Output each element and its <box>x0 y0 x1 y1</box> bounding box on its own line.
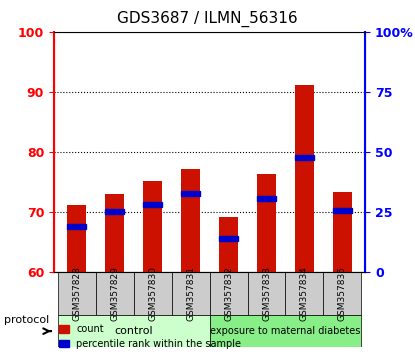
Text: GDS3687 / ILMN_56316: GDS3687 / ILMN_56316 <box>117 11 298 27</box>
FancyBboxPatch shape <box>58 315 210 347</box>
Text: GSM357829: GSM357829 <box>110 266 119 321</box>
Legend: count, percentile rank within the sample: count, percentile rank within the sample <box>59 324 241 349</box>
FancyBboxPatch shape <box>58 272 96 315</box>
Text: GSM357830: GSM357830 <box>148 266 157 321</box>
Text: GSM357832: GSM357832 <box>224 266 233 321</box>
Bar <box>219 217 238 272</box>
Text: GSM357828: GSM357828 <box>72 266 81 321</box>
FancyBboxPatch shape <box>210 315 361 347</box>
FancyBboxPatch shape <box>323 272 361 315</box>
FancyBboxPatch shape <box>96 272 134 315</box>
Bar <box>295 85 314 272</box>
Text: GSM357834: GSM357834 <box>300 266 309 321</box>
Bar <box>257 174 276 272</box>
Bar <box>143 181 162 272</box>
FancyBboxPatch shape <box>210 272 247 315</box>
Text: GSM357835: GSM357835 <box>338 266 347 321</box>
FancyBboxPatch shape <box>172 272 210 315</box>
FancyBboxPatch shape <box>134 272 172 315</box>
Text: GSM357833: GSM357833 <box>262 266 271 321</box>
Text: GSM357831: GSM357831 <box>186 266 195 321</box>
Bar <box>67 205 86 272</box>
FancyBboxPatch shape <box>286 272 323 315</box>
Bar <box>181 169 200 272</box>
Text: protocol: protocol <box>4 315 49 325</box>
Bar <box>67 224 86 229</box>
Bar <box>257 196 276 201</box>
FancyBboxPatch shape <box>247 272 286 315</box>
Bar <box>181 192 200 196</box>
Bar <box>333 208 352 213</box>
Bar <box>105 210 124 214</box>
Bar <box>333 192 352 272</box>
Bar <box>143 202 162 207</box>
Text: control: control <box>115 326 153 336</box>
Bar <box>219 236 238 241</box>
Bar <box>295 155 314 160</box>
Bar <box>105 194 124 272</box>
Text: exposure to maternal diabetes: exposure to maternal diabetes <box>210 326 361 336</box>
